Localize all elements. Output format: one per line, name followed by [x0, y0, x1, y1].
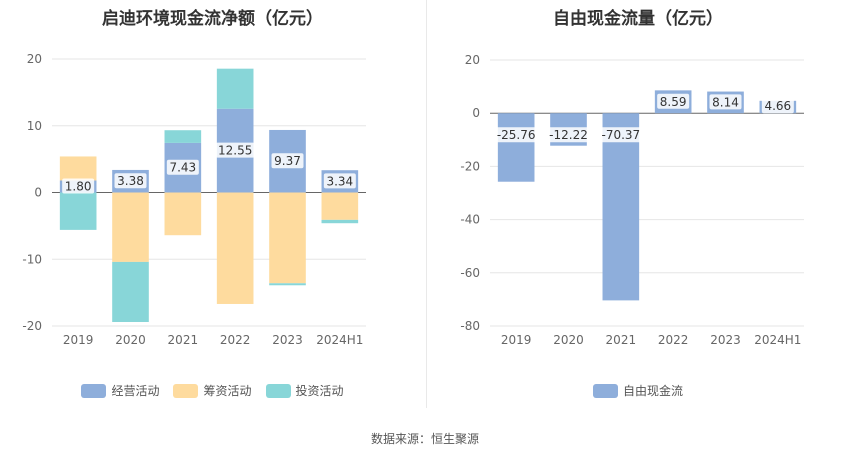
right-chart-data-label-bg	[545, 127, 592, 143]
right-chart-y-tick-label: 20	[465, 53, 480, 67]
right-chart-legend-item[interactable]: 自由现金流	[592, 382, 683, 399]
panel-divider	[426, 0, 427, 408]
left-chart-data-label: 9.37	[274, 154, 301, 168]
left-chart-data-label: 1.80	[65, 179, 92, 193]
left-chart-x-tick-label: 2020	[115, 333, 146, 347]
left-chart-bar-series2	[164, 130, 202, 143]
right-chart-title: 自由现金流量（亿元）	[553, 9, 723, 29]
left-chart-x-tick-label: 2024H1	[316, 333, 363, 347]
left-chart-title: 启迪环境现金流净额（亿元）	[102, 9, 323, 29]
left-chart-legend-item[interactable]: 经营活动	[81, 382, 159, 399]
left-chart-data-label-bg	[114, 173, 147, 189]
left-chart-data-label-bg	[271, 153, 304, 169]
left-chart-y-tick-label: -10	[22, 252, 42, 266]
left-chart-y-tick-label: -20	[22, 319, 42, 333]
right-chart-data-label-bg	[761, 98, 794, 114]
right-chart-data-label: -12.22	[549, 128, 588, 142]
left-chart-bar-series1	[112, 192, 149, 262]
left-chart-bar-series2	[59, 192, 97, 230]
data-source-note: 数据来源：恒生聚源	[370, 432, 479, 446]
right-chart-data-label: 8.59	[660, 95, 687, 109]
right-chart-x-tick-label: 2020	[553, 333, 584, 347]
right-chart-data-label-bg	[657, 93, 690, 109]
left-chart-plot: 20 10 0 -10 -20 2019 2020 2021 2022 2023 2024H1 1.8…	[22, 52, 366, 347]
right-chart-y-tick-label: 0	[472, 106, 480, 120]
right-chart-y-tick-label: -20	[460, 159, 480, 173]
right-chart-data-label-bg	[597, 127, 644, 143]
left-chart-y-tick-label: 0	[34, 186, 42, 200]
right-chart-x-tick-label: 2022	[658, 333, 689, 347]
right-chart-data-label: 8.14	[712, 95, 739, 109]
left-chart-bar-series1	[321, 192, 359, 220]
left-chart-legend-swatch	[265, 383, 291, 398]
left-chart-bar-series1	[269, 192, 306, 284]
right-chart-x-tick-label: 2019	[501, 333, 532, 347]
right-chart-legend: 自由现金流	[426, 382, 850, 399]
right-chart-y-tick-label: -60	[460, 266, 480, 280]
left-chart-legend-item[interactable]: 投资活动	[265, 382, 344, 399]
right-chart-panel: 自由现金流量（亿元） 20 0 -20 -40 -60 -80 2019 2020 2021 20…	[426, 0, 850, 410]
left-chart-bar-series2	[321, 219, 359, 224]
left-chart-x-tick-label: 2021	[168, 333, 199, 347]
left-chart-legend-label: 经营活动	[111, 384, 160, 398]
right-chart-plot: 20 0 -20 -40 -60 -80 2019 2020 2021 2022 2023 2024H…	[460, 53, 804, 347]
right-chart-y-tick-label: -40	[460, 213, 480, 227]
left-chart-legend-label: 投资活动	[295, 384, 344, 398]
left-chart-y-tick-label: 10	[27, 119, 42, 133]
left-chart-bar-series2	[269, 283, 306, 286]
left-chart-data-label: 3.38	[117, 174, 144, 188]
right-chart-bar-primary	[602, 113, 640, 301]
left-chart-x-tick-label: 2019	[63, 333, 94, 347]
left-chart-legend: 经营活动 筹资活动 投资活动	[0, 382, 425, 399]
left-chart-data-label-bg	[166, 159, 199, 175]
right-chart-x-tick-label: 2021	[606, 333, 637, 347]
left-chart-data-label-bg	[215, 142, 255, 158]
left-chart-data-label-bg	[323, 173, 356, 189]
right-chart-data-label: -25.76	[497, 128, 536, 142]
left-chart-data-label: 12.55	[218, 144, 252, 158]
right-chart-x-tick-label: 2024H1	[754, 333, 801, 347]
right-chart-legend-label: 自由现金流	[622, 384, 683, 398]
left-chart-bar-series2	[112, 261, 149, 322]
right-chart-legend-swatch	[592, 383, 618, 398]
right-chart-x-tick-label: 2023	[710, 333, 741, 347]
left-chart-bar-series2	[216, 68, 254, 109]
left-chart-data-label: 3.34	[326, 174, 353, 188]
right-chart-bar-primary	[497, 113, 535, 182]
right-chart-data-label: 4.66	[764, 99, 791, 113]
left-chart-bar-series1	[216, 192, 254, 304]
left-chart-legend-swatch	[173, 383, 199, 398]
left-chart-bar-series1	[164, 192, 202, 236]
left-chart-panel: 启迪环境现金流净额（亿元） 20 10 0 -10 -20 2019 2020 2021 202…	[0, 0, 425, 410]
left-chart-data-label: 7.43	[169, 161, 196, 175]
left-chart-y-tick-label: 20	[27, 52, 42, 66]
left-chart-bar-series1	[59, 156, 97, 181]
left-chart-data-label-bg	[62, 178, 95, 194]
right-chart-data-label: -70.37	[601, 128, 640, 142]
right-chart-data-label-bg	[493, 127, 540, 143]
left-chart-legend-swatch	[81, 383, 107, 398]
left-chart-legend-item[interactable]: 筹资活动	[173, 382, 252, 399]
left-chart-legend-label: 筹资活动	[203, 384, 252, 398]
right-chart-y-tick-label: -80	[460, 319, 480, 333]
left-chart-x-tick-label: 2023	[272, 333, 303, 347]
right-chart-data-label-bg	[709, 94, 742, 110]
left-chart-x-tick-label: 2022	[220, 333, 251, 347]
